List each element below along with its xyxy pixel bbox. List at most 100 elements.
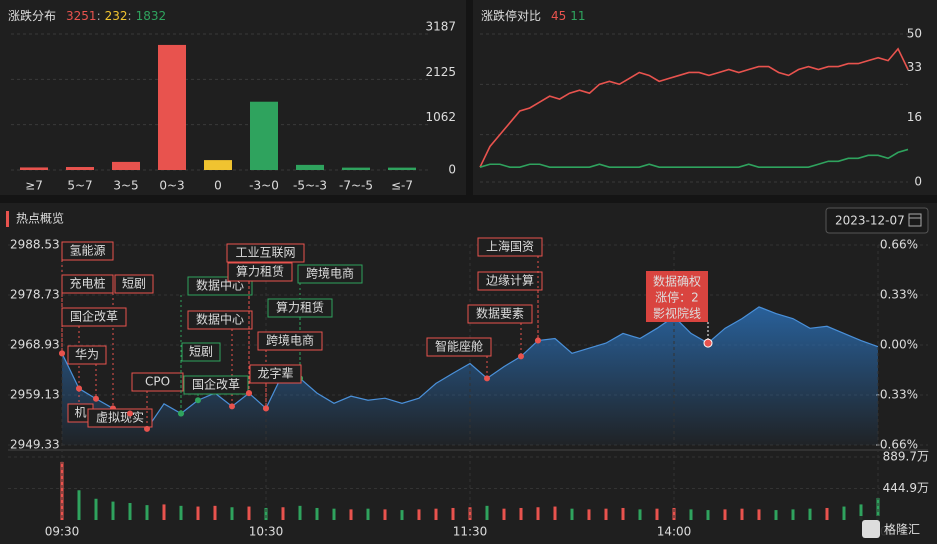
volume-bar bbox=[825, 507, 829, 520]
y-tick-label: 2978.73 bbox=[10, 288, 60, 302]
volume-tick-label: 444.9万 bbox=[883, 481, 929, 495]
annotation-dot bbox=[144, 425, 150, 432]
y-tick-label: 33 bbox=[907, 60, 922, 74]
bar bbox=[112, 161, 140, 170]
y-tick-label: 2125 bbox=[425, 65, 456, 79]
annotation-box bbox=[477, 271, 543, 291]
volume-bar bbox=[536, 507, 540, 520]
annotation-label: 跨境电商 bbox=[306, 266, 354, 281]
annotation-dot bbox=[229, 403, 235, 410]
annotation-box bbox=[61, 274, 114, 294]
annotation-label: 跨境电商 bbox=[266, 333, 314, 348]
annotation-box bbox=[181, 342, 221, 362]
volume-bar bbox=[621, 507, 625, 520]
panel bbox=[0, 0, 466, 195]
annotation-label: 短剧 bbox=[122, 277, 146, 291]
bar bbox=[296, 164, 324, 170]
annotation-label: 虚拟现实 bbox=[96, 410, 144, 425]
date: 2023-12-07 bbox=[835, 214, 905, 228]
annotation-dot bbox=[76, 385, 82, 392]
volume-bar bbox=[383, 509, 387, 520]
summary-value: 45 bbox=[551, 9, 566, 23]
annotation-box bbox=[426, 337, 492, 357]
y-tick-label: 0 bbox=[914, 175, 922, 189]
annotation-dot bbox=[263, 405, 269, 412]
annotation-label: 国企改革 bbox=[192, 377, 240, 392]
y-tick-label: 2949.33 bbox=[10, 438, 60, 452]
bar bbox=[388, 167, 416, 170]
line bbox=[479, 148, 909, 168]
annotation-dot bbox=[59, 350, 65, 357]
bar bbox=[158, 44, 186, 171]
annotation-box bbox=[131, 372, 184, 392]
summary-value: 1832 bbox=[136, 9, 167, 23]
volume-bar bbox=[757, 509, 761, 520]
volume-bar bbox=[604, 508, 608, 520]
annotation-box bbox=[226, 243, 305, 263]
annotation-dot bbox=[178, 410, 184, 417]
x-tick-label: 14:00 bbox=[657, 525, 692, 539]
annotation-label: CPO bbox=[145, 375, 170, 389]
annotation-label: 短剧 bbox=[189, 345, 213, 359]
annotation-label: 算力租赁 bbox=[276, 300, 324, 315]
volume-bar bbox=[723, 509, 727, 520]
annotation-box bbox=[267, 298, 333, 318]
tooltip bbox=[646, 271, 708, 322]
annotation-dot bbox=[484, 375, 490, 382]
tooltip-dot bbox=[703, 338, 713, 348]
volume-bar bbox=[332, 508, 336, 520]
annotation-box bbox=[114, 274, 154, 294]
annotation-box bbox=[249, 364, 302, 384]
volume-bar bbox=[179, 505, 183, 520]
annotation-box bbox=[187, 310, 253, 330]
date-picker[interactable] bbox=[825, 207, 929, 234]
x-tick-label: ≥7 bbox=[25, 179, 43, 193]
tooltip-line: 涨停：2 bbox=[655, 290, 699, 305]
volume-bar bbox=[162, 504, 166, 520]
y-tick-label: 1062 bbox=[425, 110, 456, 124]
volume-bar bbox=[315, 507, 319, 520]
annotation-label: 上海国资 bbox=[486, 239, 534, 254]
volume-bar bbox=[60, 461, 64, 520]
volume-bar bbox=[468, 507, 472, 520]
x-tick-label: 0 bbox=[214, 179, 222, 193]
volume-bar bbox=[570, 508, 574, 520]
y-tick-label: 2988.53 bbox=[10, 238, 60, 252]
volume-bar bbox=[842, 506, 846, 520]
y-tick-label: 16 bbox=[907, 110, 922, 124]
annotation-label: 龙字辈 bbox=[257, 366, 293, 381]
volume-bar bbox=[77, 490, 81, 520]
volume-bar bbox=[264, 507, 268, 520]
annotation-box bbox=[61, 307, 127, 327]
bar bbox=[250, 101, 278, 170]
volume-tick-label: 889.7万 bbox=[883, 450, 929, 464]
panel-title: 热点概览 bbox=[16, 211, 64, 226]
panel-title: 涨跌分布 3251: 232: 1832 bbox=[8, 8, 166, 23]
annotation-dot bbox=[518, 353, 524, 360]
annotation-dot bbox=[195, 397, 201, 404]
volume-bar bbox=[434, 508, 438, 520]
volume-bar bbox=[281, 507, 285, 520]
logo: 格隆汇 bbox=[884, 522, 920, 537]
volume-bar bbox=[94, 498, 98, 520]
volume-bar bbox=[298, 505, 302, 520]
annotation-label: 机 bbox=[74, 406, 86, 420]
y-tick-label: 50 bbox=[907, 27, 922, 41]
volume-bar bbox=[485, 505, 489, 520]
y-tick-label: 3187 bbox=[425, 20, 456, 34]
annotation-label: 充电桩 bbox=[69, 276, 105, 291]
volume-bar bbox=[111, 501, 115, 520]
calendar-icon bbox=[908, 213, 922, 227]
tooltip-line: 影视院线 bbox=[653, 306, 701, 321]
volume-bar bbox=[247, 506, 251, 520]
bar bbox=[66, 167, 94, 170]
annotation-label: 算力租赁 bbox=[236, 264, 284, 279]
annotation-label: 边缘计算 bbox=[486, 273, 534, 288]
volume-bar bbox=[706, 510, 710, 520]
summary-value: 11 bbox=[570, 9, 585, 23]
bar bbox=[342, 167, 370, 170]
annotation-box bbox=[67, 345, 107, 365]
volume-bar bbox=[672, 507, 676, 520]
